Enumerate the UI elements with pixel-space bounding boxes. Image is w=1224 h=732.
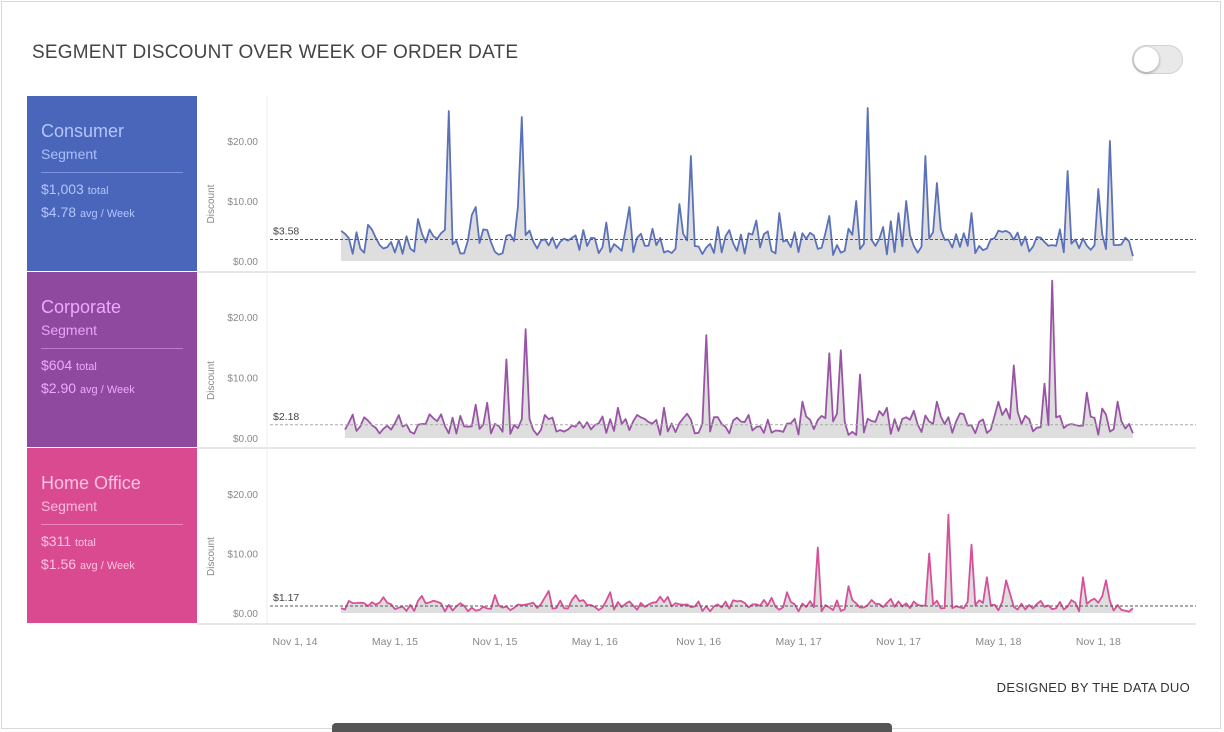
segment-divider — [41, 348, 183, 349]
y-axis-title: Discount — [206, 537, 217, 576]
avg-label: avg / Week — [79, 560, 135, 572]
x-tick-label: May 1, 16 — [572, 636, 618, 648]
area-fill — [345, 280, 1133, 438]
toggle-knob[interactable] — [1134, 47, 1159, 72]
avg-value: $4.78 — [41, 204, 77, 220]
x-tick-label: May 1, 15 — [372, 636, 418, 648]
segment-card-corporate[interactable]: Corporate Segment $604 total $2.90 avg /… — [27, 272, 197, 447]
segment-average: $1.56 avg / Week — [41, 554, 183, 577]
segment-total: $604 total — [41, 355, 183, 378]
y-tick-label: $0.00 — [233, 257, 258, 268]
segment-subtitle: Segment — [41, 498, 98, 514]
dashboard-title: SEGMENT DISCOUNT OVER WEEK OF ORDER DATE — [32, 42, 519, 63]
x-tick-label: May 1, 17 — [775, 636, 821, 648]
total-label: total — [76, 361, 97, 373]
segment-card-home-office[interactable]: Home Office Segment $311 total $1.56 avg… — [27, 448, 197, 623]
y-tick-label: $10.00 — [227, 550, 258, 561]
average-label: $3.58 — [273, 226, 299, 238]
segment-divider — [41, 524, 183, 525]
x-tick-label: Nov 1, 18 — [1076, 636, 1121, 648]
segment-name: Consumer — [41, 121, 125, 141]
segment-name: Home Office — [41, 473, 141, 493]
y-tick-label: $20.00 — [227, 137, 258, 148]
y-axis-title: Discount — [206, 361, 217, 400]
total-label: total — [87, 185, 109, 197]
footer-credit: DESIGNED BY THE DATA DUO — [996, 680, 1190, 695]
segment-total: $311 total — [41, 531, 183, 554]
avg-value: $1.56 — [41, 556, 77, 572]
segment-card-consumer[interactable]: Consumer Segment $1,003 total $4.78 avg … — [27, 96, 197, 271]
total-value: $604 — [41, 357, 73, 373]
average-label: $2.18 — [273, 411, 299, 423]
x-tick-label: Nov 1, 15 — [472, 636, 517, 648]
segment-average: $2.90 avg / Week — [41, 378, 183, 401]
y-tick-label: $20.00 — [227, 313, 258, 324]
segment-total: $1,003 total — [41, 179, 183, 202]
area-fill — [341, 108, 1133, 261]
segment-subtitle: Segment — [41, 322, 98, 338]
x-tick-label: Nov 1, 16 — [676, 636, 721, 648]
x-tick-label: May 1, 18 — [975, 636, 1021, 648]
series-line — [340, 107, 1134, 257]
total-value: $1,003 — [41, 181, 84, 197]
average-label: $1.17 — [273, 592, 299, 604]
avg-label: avg / Week — [79, 208, 135, 220]
x-tick-label: Nov 1, 17 — [876, 636, 921, 648]
view-toggle[interactable] — [1132, 45, 1183, 74]
segment-subtitle: Segment — [41, 146, 98, 162]
segment-divider — [41, 172, 183, 173]
x-tick-label: Nov 1, 14 — [273, 636, 318, 648]
horizontal-scrollbar[interactable] — [332, 723, 892, 732]
y-tick-label: $10.00 — [227, 197, 258, 208]
segment-average: $4.78 avg / Week — [41, 202, 183, 225]
panel-home-office: $0.00 $10.00 $20.00 Discount $1.17 — [197, 448, 1196, 625]
total-label: total — [75, 537, 96, 549]
total-value: $311 — [41, 533, 72, 549]
y-tick-label: $0.00 — [233, 609, 258, 620]
avg-label: avg / Week — [79, 384, 135, 396]
segment-name: Corporate — [41, 297, 122, 317]
y-axis-title: Discount — [206, 184, 217, 223]
panel-corporate: $0.00 $10.00 $20.00 Discount $2.18 — [197, 272, 1196, 449]
y-tick-label: $20.00 — [227, 490, 258, 501]
series-line — [340, 513, 1134, 613]
y-tick-label: $10.00 — [227, 374, 258, 385]
y-tick-label: $0.00 — [233, 434, 258, 445]
panel-consumer: $0.00 $10.00 $20.00 Discount $3.58 — [197, 96, 1196, 273]
area-fill — [341, 514, 1133, 613]
series-line — [344, 279, 1134, 436]
avg-value: $2.90 — [41, 380, 77, 396]
